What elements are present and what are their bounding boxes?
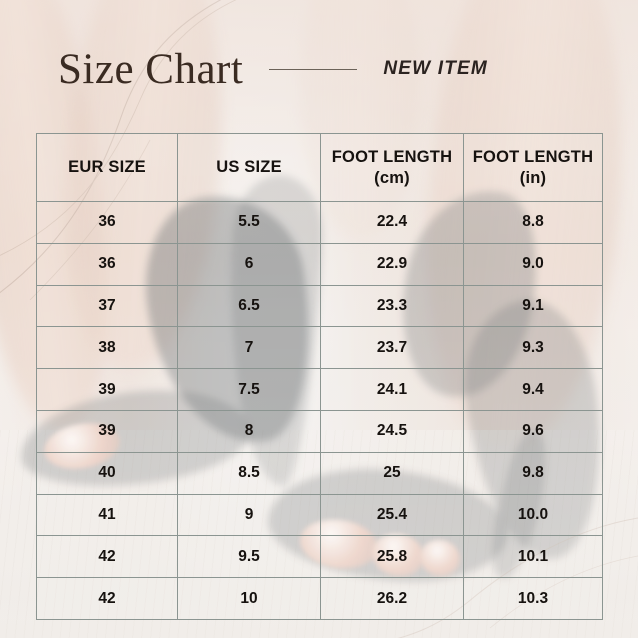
column-header-line2: (cm) bbox=[374, 168, 410, 187]
table-cell-cm: 23.3 bbox=[320, 284, 464, 328]
table-row: 42 10 26.2 10.3 bbox=[36, 577, 603, 620]
table-cell-eur: 36 bbox=[36, 201, 178, 244]
table-cell-us: 7 bbox=[177, 326, 321, 370]
table-cell-eur: 39 bbox=[36, 368, 178, 411]
column-header-line1: EUR SIZE bbox=[68, 158, 146, 177]
size-table-container: EUR SIZE US SIZE FOOT LENGTH (cm) FOOT L… bbox=[36, 133, 603, 620]
table-cell-eur: 41 bbox=[36, 493, 178, 537]
new-item-badge: NEW ITEM bbox=[383, 58, 488, 79]
table-cell-in: 9.4 bbox=[463, 368, 603, 411]
table-cell-eur: 40 bbox=[36, 451, 178, 495]
table-cell-in: 10.1 bbox=[463, 535, 603, 579]
table-cell-cm: 25 bbox=[320, 451, 464, 495]
table-cell-eur: 42 bbox=[36, 535, 178, 579]
table-cell-in: 10.0 bbox=[463, 493, 603, 537]
table-row: 38 7 23.7 9.3 bbox=[36, 326, 603, 370]
table-row: 39 7.5 24.1 9.4 bbox=[36, 368, 603, 411]
table-cell-eur: 42 bbox=[36, 577, 178, 620]
table-cell-in: 10.3 bbox=[463, 577, 603, 620]
table-cell-us: 7.5 bbox=[177, 368, 321, 411]
table-cell-us: 6 bbox=[177, 242, 321, 286]
table-cell-us: 8.5 bbox=[177, 451, 321, 495]
table-cell-eur: 39 bbox=[36, 409, 178, 453]
table-cell-cm: 24.1 bbox=[320, 368, 464, 411]
table-cell-cm: 24.5 bbox=[320, 409, 464, 453]
size-table-body: 36 5.5 22.4 8.8 36 6 22.9 9.0 37 6.5 23.3 9.1 38 7 23.… bbox=[36, 201, 603, 620]
table-cell-cm: 23.7 bbox=[320, 326, 464, 370]
table-cell-eur: 36 bbox=[36, 242, 178, 286]
size-table-header: EUR SIZE US SIZE FOOT LENGTH (cm) FOOT L… bbox=[36, 133, 603, 202]
table-cell-us: 5.5 bbox=[177, 201, 321, 244]
page-title: Size Chart bbox=[58, 45, 244, 93]
table-row: 39 8 24.5 9.6 bbox=[36, 409, 603, 453]
table-cell-in: 9.1 bbox=[463, 284, 603, 328]
table-row: 37 6.5 23.3 9.1 bbox=[36, 284, 603, 328]
table-cell-cm: 25.4 bbox=[320, 493, 464, 537]
horizontal-rule-icon bbox=[269, 68, 358, 70]
table-cell-in: 9.0 bbox=[463, 242, 603, 286]
table-row: 40 8.5 25 9.8 bbox=[36, 451, 603, 495]
table-cell-us: 9 bbox=[177, 493, 321, 537]
table-cell-us: 8 bbox=[177, 409, 321, 453]
table-cell-cm: 22.4 bbox=[320, 201, 464, 244]
size-table: EUR SIZE US SIZE FOOT LENGTH (cm) FOOT L… bbox=[36, 133, 603, 620]
column-header-us-size: US SIZE bbox=[177, 133, 321, 202]
table-cell-cm: 22.9 bbox=[320, 242, 464, 286]
table-cell-in: 9.6 bbox=[463, 409, 603, 453]
table-row: 42 9.5 25.8 10.1 bbox=[36, 535, 603, 579]
page-header: Size Chart NEW ITEM bbox=[0, 40, 638, 98]
table-row: 36 6 22.9 9.0 bbox=[36, 242, 603, 286]
column-header-foot-length-in: FOOT LENGTH (in) bbox=[463, 133, 603, 202]
table-cell-us: 10 bbox=[177, 577, 321, 620]
table-cell-in: 9.3 bbox=[463, 326, 603, 370]
table-header-row: EUR SIZE US SIZE FOOT LENGTH (cm) FOOT L… bbox=[36, 133, 603, 202]
table-cell-cm: 25.8 bbox=[320, 535, 464, 579]
table-cell-us: 6.5 bbox=[177, 284, 321, 328]
table-cell-eur: 38 bbox=[36, 326, 178, 370]
column-header-foot-length-cm: FOOT LENGTH (cm) bbox=[320, 133, 464, 202]
table-cell-us: 9.5 bbox=[177, 535, 321, 579]
table-cell-cm: 26.2 bbox=[320, 577, 464, 620]
table-cell-in: 8.8 bbox=[463, 201, 603, 244]
column-header-eur-size: EUR SIZE bbox=[36, 133, 178, 202]
table-cell-in: 9.8 bbox=[463, 451, 603, 495]
column-header-line2: (in) bbox=[519, 168, 547, 187]
column-header-line1: US SIZE bbox=[216, 158, 282, 177]
column-header-line1: FOOT LENGTH bbox=[472, 147, 594, 166]
table-row: 36 5.5 22.4 8.8 bbox=[36, 201, 603, 244]
column-header-line1: FOOT LENGTH bbox=[331, 147, 453, 166]
table-row: 41 9 25.4 10.0 bbox=[36, 493, 603, 537]
table-cell-eur: 37 bbox=[36, 284, 178, 328]
